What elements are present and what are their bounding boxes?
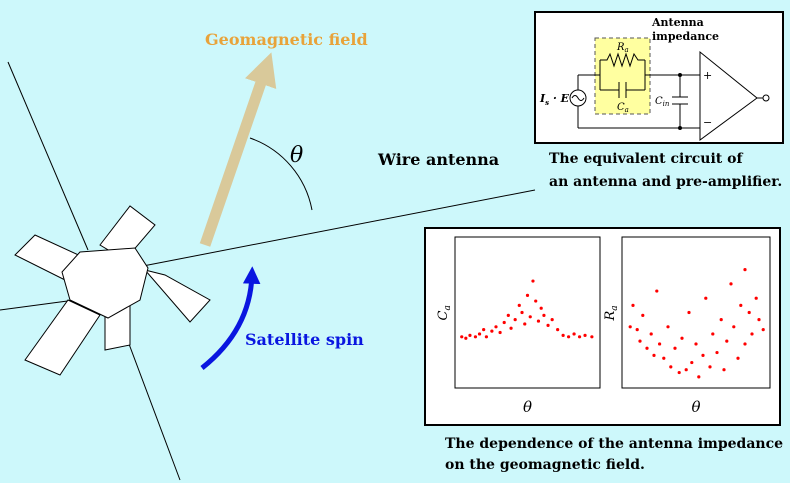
data-point bbox=[523, 322, 526, 325]
data-point bbox=[658, 342, 661, 345]
data-point bbox=[720, 318, 723, 321]
data-point bbox=[494, 325, 497, 328]
data-point bbox=[503, 321, 506, 324]
data-point bbox=[725, 340, 728, 343]
data-point bbox=[631, 304, 634, 307]
data-point bbox=[464, 337, 467, 340]
data-point bbox=[468, 334, 471, 337]
data-point bbox=[534, 299, 537, 302]
y-axis-subscript: a bbox=[443, 305, 453, 310]
data-point bbox=[578, 335, 581, 338]
data-point bbox=[652, 354, 655, 357]
data-point bbox=[551, 318, 554, 321]
data-point bbox=[690, 361, 693, 364]
data-point bbox=[590, 335, 593, 338]
circuit-caption: The equivalent circuit of bbox=[549, 151, 743, 167]
y-axis-subscript: a bbox=[610, 305, 620, 310]
data-point bbox=[509, 327, 512, 330]
data-point bbox=[732, 325, 735, 328]
data-point bbox=[662, 357, 665, 360]
data-point bbox=[482, 328, 485, 331]
data-point bbox=[650, 332, 653, 335]
diagram: Geomagnetic field θ Wire antenna Satelli… bbox=[0, 0, 790, 483]
data-point bbox=[708, 365, 711, 368]
data-point bbox=[715, 351, 718, 354]
data-point bbox=[567, 335, 570, 338]
data-point bbox=[748, 311, 751, 314]
data-point bbox=[507, 314, 510, 317]
data-point bbox=[540, 307, 543, 310]
data-point bbox=[490, 329, 493, 332]
data-point bbox=[629, 325, 632, 328]
y-axis-symbol: R bbox=[603, 311, 618, 322]
data-point bbox=[711, 332, 714, 335]
data-point bbox=[743, 268, 746, 271]
node bbox=[678, 73, 682, 77]
field-label: Geomagnetic field bbox=[205, 30, 368, 49]
node bbox=[678, 126, 682, 130]
data-point bbox=[666, 325, 669, 328]
data-point bbox=[694, 342, 697, 345]
data-point bbox=[583, 334, 586, 337]
plus-sign: + bbox=[703, 69, 712, 82]
data-point bbox=[697, 375, 700, 378]
circuit-caption: an antenna and pre-amplifier. bbox=[549, 174, 782, 190]
data-point bbox=[762, 328, 765, 331]
data-point bbox=[636, 328, 639, 331]
data-point bbox=[572, 332, 575, 335]
data-point bbox=[478, 332, 481, 335]
circuit-title: impedance bbox=[652, 30, 719, 43]
data-point bbox=[531, 279, 534, 282]
data-point bbox=[529, 315, 532, 318]
data-point bbox=[680, 337, 683, 340]
circuit-title: Antenna bbox=[651, 16, 704, 29]
plot-caption: on the geomagnetic field. bbox=[445, 457, 645, 473]
data-point bbox=[556, 328, 559, 331]
data-point bbox=[485, 335, 488, 338]
data-point bbox=[739, 304, 742, 307]
source-label: Is · E bbox=[539, 92, 570, 107]
data-point bbox=[673, 347, 676, 350]
plot-box bbox=[425, 228, 780, 425]
theta-label: θ bbox=[290, 143, 303, 168]
data-point bbox=[655, 289, 658, 292]
data-point bbox=[641, 314, 644, 317]
data-point bbox=[520, 311, 523, 314]
x-axis-label: θ bbox=[691, 398, 700, 416]
data-point bbox=[499, 331, 502, 334]
data-point bbox=[687, 311, 690, 314]
data-point bbox=[562, 334, 565, 337]
data-point bbox=[755, 297, 758, 300]
page: Geomagnetic field θ Wire antenna Satelli… bbox=[0, 0, 790, 487]
data-point bbox=[743, 342, 746, 345]
data-point bbox=[757, 318, 760, 321]
data-point bbox=[669, 365, 672, 368]
antenna-label: Wire antenna bbox=[377, 150, 499, 169]
data-point bbox=[638, 340, 641, 343]
data-point bbox=[701, 354, 704, 357]
data-point bbox=[537, 319, 540, 322]
data-point bbox=[518, 304, 521, 307]
data-point bbox=[750, 332, 753, 335]
data-point bbox=[729, 282, 732, 285]
data-point bbox=[546, 324, 549, 327]
data-point bbox=[704, 297, 707, 300]
data-point bbox=[722, 368, 725, 371]
x-axis-label: θ bbox=[523, 398, 532, 416]
data-point bbox=[460, 335, 463, 338]
data-point bbox=[526, 294, 529, 297]
plot-caption: The dependence of the antenna impedance bbox=[445, 436, 783, 452]
data-point bbox=[678, 371, 681, 374]
spin-label: Satellite spin bbox=[245, 330, 364, 349]
data-point bbox=[645, 347, 648, 350]
y-axis-symbol: C bbox=[436, 311, 451, 321]
data-point bbox=[736, 357, 739, 360]
minus-sign: − bbox=[703, 116, 712, 129]
data-point bbox=[685, 368, 688, 371]
data-point bbox=[542, 314, 545, 317]
data-point bbox=[514, 318, 517, 321]
data-point bbox=[474, 335, 477, 338]
